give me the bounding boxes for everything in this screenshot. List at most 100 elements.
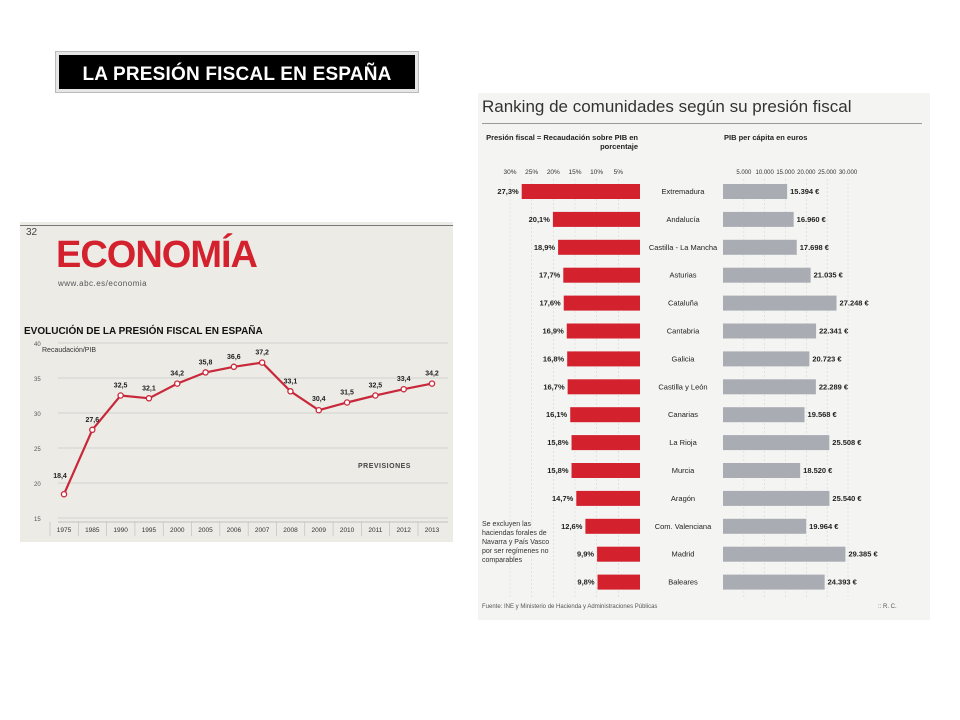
gdp-axis-tick: 5.000 — [736, 170, 752, 176]
data-point — [60, 490, 68, 498]
top-rule — [20, 225, 453, 226]
tax-axis-tick: 15% — [568, 169, 581, 176]
data-point — [343, 399, 351, 406]
tax-bar — [563, 267, 640, 283]
tax-value-label: 17,7% — [539, 271, 561, 280]
data-point — [89, 426, 96, 434]
tax-value-label: 9,9% — [577, 550, 594, 559]
tax-bar — [558, 239, 640, 255]
region-label: Aragón — [671, 494, 695, 503]
tax-value-label: 14,7% — [552, 494, 574, 503]
tax-value-label: 16,9% — [542, 327, 564, 336]
data-point — [145, 395, 153, 402]
region-label: Cantabria — [667, 327, 700, 336]
tax-bar — [597, 574, 640, 590]
data-point — [117, 392, 124, 399]
data-label: 30,4 — [312, 396, 326, 403]
data-label: 27,6 — [85, 417, 99, 424]
x-tick-label: 2011 — [368, 527, 382, 534]
tax-axis-tick: 10% — [590, 169, 603, 176]
gdp-axis-tick: 20.000 — [797, 170, 816, 176]
gdp-bar — [723, 184, 788, 199]
data-point — [230, 363, 238, 371]
region-label: Galicia — [672, 354, 696, 363]
data-label: 31,5 — [340, 390, 354, 397]
gdp-bar — [723, 490, 830, 506]
gdp-per-capita-header: PIB per cápita en euros — [724, 133, 808, 142]
gdp-bar — [723, 574, 825, 590]
line-chart-unit: Recaudación/PIB — [42, 347, 97, 354]
data-point — [315, 406, 323, 414]
y-tick-label: 15 — [34, 517, 41, 523]
data-label: 35,8 — [199, 359, 213, 366]
data-label: 32,5 — [369, 383, 383, 390]
gdp-bar — [723, 323, 817, 339]
tax-axis-tick: 5% — [614, 169, 624, 176]
y-tick-label: 25 — [34, 447, 41, 453]
ranking-title: Ranking de comunidades según su presión … — [482, 97, 852, 116]
gdp-value-label: 19.964 € — [809, 522, 839, 531]
gdp-value-label: 24.393 € — [828, 578, 858, 587]
data-label: 32,1 — [142, 385, 156, 392]
region-label: Canarias — [668, 410, 698, 419]
gdp-value-label: 19.568 € — [808, 410, 838, 419]
x-tick-label: 2000 — [170, 527, 185, 534]
exclusion-note: Se excluyen las haciendas forales de Nav… — [482, 521, 550, 564]
y-tick-label: 35 — [34, 377, 41, 383]
y-tick-label: 20 — [34, 482, 41, 488]
gdp-bar — [723, 435, 830, 451]
gdp-bar — [723, 295, 837, 311]
tax-bar — [585, 518, 640, 534]
title-rule — [482, 123, 922, 124]
tax-value-label: 16,1% — [546, 410, 568, 419]
data-point — [258, 359, 266, 366]
y-tick-label: 40 — [34, 342, 41, 348]
data-label: 34,2 — [425, 371, 439, 378]
tax-bar — [563, 295, 640, 311]
x-tick-label: 1985 — [85, 527, 100, 534]
gdp-value-label: 27.248 € — [840, 299, 870, 308]
ranking-chart: 30% 25% 20% 15% 10% 5% 5.000 10.000 15.000 20.000… — [497, 169, 878, 598]
gdp-bar — [723, 239, 797, 255]
data-label: 33,4 — [397, 376, 411, 383]
x-tick-label: 2009 — [312, 527, 327, 534]
gdp-axis-tick: 15.000 — [776, 170, 795, 176]
x-tick-label: 2013 — [425, 527, 440, 534]
tax-axis-tick: 25% — [525, 169, 538, 176]
tax-value-label: 15,8% — [547, 438, 569, 447]
region-label: La Rioja — [669, 438, 697, 447]
data-point — [400, 385, 407, 393]
x-tick-label: 2006 — [227, 527, 242, 534]
tax-bar — [576, 490, 640, 506]
gdp-bar — [723, 518, 807, 534]
region-label: Asturias — [669, 271, 696, 280]
data-label: 32,5 — [114, 383, 128, 390]
gdp-value-label: 18.520 € — [803, 466, 833, 475]
data-label: 34,2 — [170, 371, 184, 378]
tax-value-label: 17,6% — [539, 299, 561, 308]
region-label: Madrid — [672, 550, 695, 559]
data-point — [202, 369, 209, 376]
x-tick-label: 2005 — [198, 527, 213, 534]
region-label: Castilla y León — [658, 382, 707, 391]
region-label: Extremadura — [662, 187, 706, 196]
data-label: 33,1 — [284, 378, 298, 385]
gdp-bar — [723, 379, 816, 395]
data-point — [372, 392, 379, 399]
gdp-bar — [723, 267, 811, 283]
x-tick-label: 2012 — [396, 527, 411, 534]
tax-bar — [567, 351, 640, 367]
region-label: Murcia — [672, 466, 695, 475]
data-point — [173, 380, 181, 387]
gdp-value-label: 17.698 € — [800, 243, 830, 252]
section-heading: ECONOMÍA — [56, 234, 258, 276]
gdp-bar — [723, 351, 810, 367]
region-label: Baleares — [668, 578, 698, 587]
data-label: 36,6 — [227, 354, 241, 361]
gdp-value-label: 15.394 € — [790, 187, 820, 196]
gdp-value-label: 25.508 € — [832, 438, 862, 447]
data-label: 37,2 — [255, 350, 269, 357]
gdp-value-label: 22.341 € — [819, 327, 849, 336]
tax-bar — [552, 211, 640, 227]
tax-bar — [571, 435, 640, 451]
